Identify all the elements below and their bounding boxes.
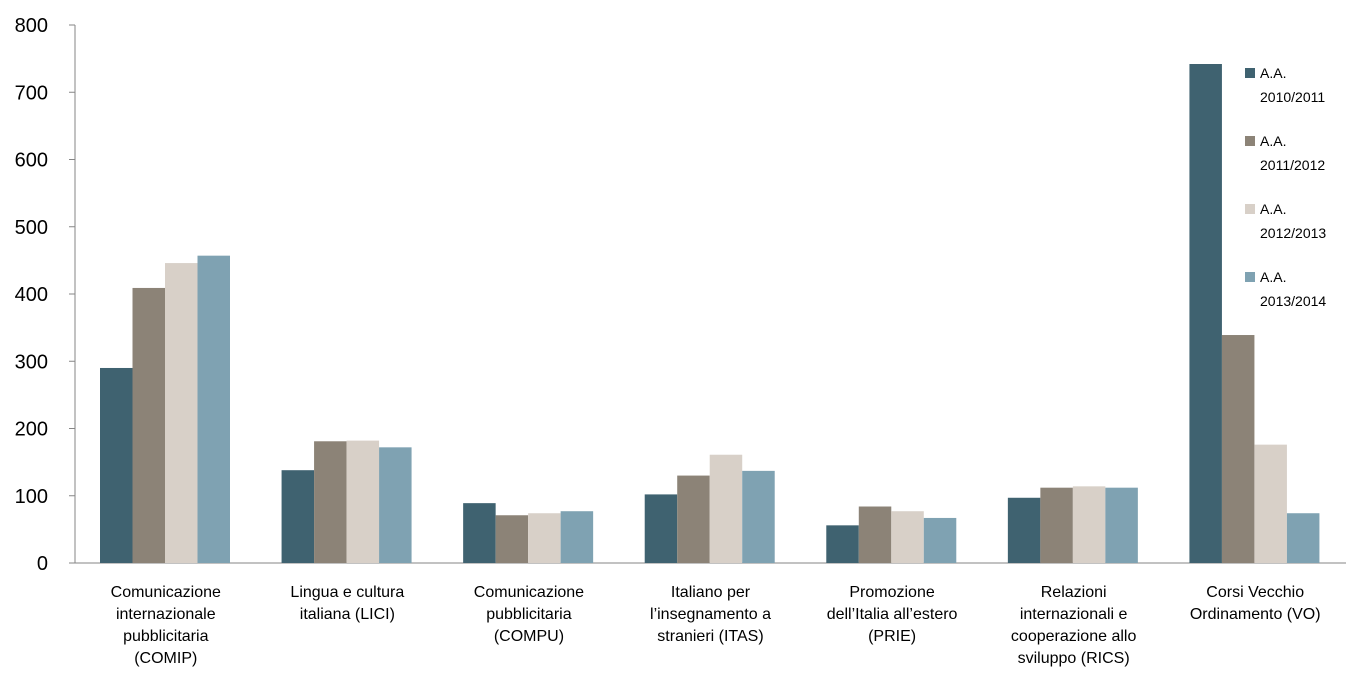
bar [1040, 487, 1073, 563]
y-tick-label: 700 [15, 82, 48, 104]
bar [560, 511, 594, 563]
x-tick-label-line: pubblicitaria [486, 606, 571, 623]
bar [891, 511, 924, 563]
bar [197, 255, 230, 564]
x-tick-label-line: Lingua e cultura [290, 584, 404, 601]
bar [346, 440, 380, 563]
y-axis-ticks: 0 100 200 300 400 500 600 700 800 [15, 15, 75, 575]
legend-label-line: A.A. [1260, 201, 1286, 217]
x-tick-label-line: Relazioni [1041, 584, 1107, 601]
bar [1007, 497, 1041, 563]
x-tick-label-line: (PRIE) [868, 628, 916, 645]
legend-label: A.A. 2010/2011 [1260, 65, 1325, 105]
bar [1072, 486, 1106, 563]
x-tick-label-line: stranieri (ITAS) [657, 628, 763, 645]
y-tick-label: 500 [15, 217, 48, 239]
x-tick-label-line: italiana (LICI) [300, 606, 395, 623]
x-tick-label-line: internazionali e [1020, 606, 1128, 623]
legend-label: A.A. 2012/2013 [1260, 201, 1326, 241]
bar [165, 263, 198, 563]
bar [677, 475, 710, 563]
y-tick-label: 100 [15, 486, 48, 508]
bar [528, 513, 561, 563]
x-tick-label-line: Promozione [849, 584, 934, 601]
x-tick-label-line: cooperazione allo [1011, 628, 1137, 645]
bar [463, 503, 496, 563]
bars [100, 64, 1320, 564]
legend-label-line: A.A. [1260, 65, 1286, 81]
y-tick-label: 400 [15, 284, 48, 306]
x-tick-label-line: internazionale [116, 606, 216, 623]
x-tick-label-line: (COMPU) [494, 628, 564, 645]
bar [379, 447, 412, 563]
y-tick-label: 800 [15, 15, 48, 37]
x-tick-label-line: pubblicitaria [123, 628, 208, 645]
bar [1254, 444, 1287, 563]
bar [742, 470, 775, 563]
y-tick-label: 600 [15, 150, 48, 172]
x-tick-label: Comunicazione internazionale pubblicitaria… [111, 584, 221, 667]
bar [858, 506, 892, 563]
x-tick-label: Comunicazione pubblicitaria (COMPU) [474, 584, 584, 645]
x-tick-label-line: Ordinamento (VO) [1190, 606, 1321, 623]
bar [826, 525, 859, 563]
x-tick-label-line: Comunicazione [111, 584, 221, 601]
x-tick-label: Promozione dell’Italia all’estero (PRIE) [827, 584, 958, 645]
bar [132, 287, 165, 563]
y-tick-label: 0 [37, 553, 48, 575]
x-tick-label-line: (COMIP) [134, 650, 197, 667]
legend-swatch [1245, 272, 1255, 282]
bar [709, 454, 743, 563]
x-tick-label: Lingua e cultura italiana (LICI) [290, 584, 404, 623]
x-tick-label-line: sviluppo (RICS) [1018, 650, 1130, 667]
x-tick-label-line: Italiano per [671, 584, 751, 601]
y-tick-label: 200 [15, 419, 48, 441]
legend-label: A.A. 2011/2012 [1260, 133, 1325, 173]
bar [1286, 513, 1320, 563]
x-tick-label-line: Corsi Vecchio [1206, 584, 1304, 601]
bar [1189, 64, 1222, 563]
legend-label-line: 2011/2012 [1260, 157, 1325, 173]
y-tick-label: 300 [15, 351, 48, 373]
bar [495, 515, 529, 563]
x-tick-label: Italiano per l’insegnamento a stranieri (I… [650, 584, 771, 645]
x-axis-labels: Comunicazione internazionale pubblicitaria… [111, 584, 1321, 667]
bar [1105, 487, 1138, 563]
x-tick-label-line: l’insegnamento a [650, 606, 771, 623]
legend-label-line: 2013/2014 [1260, 293, 1326, 309]
x-tick-label: Relazioni internazionali e cooperazione al… [1011, 584, 1137, 667]
bar [923, 517, 957, 563]
legend-swatch [1245, 204, 1255, 214]
legend-label-line: 2012/2013 [1260, 225, 1326, 241]
x-tick-label: Corsi Vecchio Ordinamento (VO) [1190, 584, 1321, 623]
bar [1221, 335, 1255, 563]
bar [644, 494, 678, 563]
legend-label-line: A.A. [1260, 133, 1286, 149]
bar [100, 367, 133, 563]
legend-label-line: A.A. [1260, 269, 1286, 285]
legend-swatch [1245, 136, 1255, 146]
legend-label: A.A. 2013/2014 [1260, 269, 1326, 309]
legend-label-line: 2010/2011 [1260, 89, 1325, 105]
bar [281, 470, 315, 563]
legend-swatch [1245, 68, 1255, 78]
bar [314, 441, 347, 563]
x-tick-label-line: dell’Italia all’estero [827, 606, 958, 623]
x-tick-label-line: Comunicazione [474, 584, 584, 601]
